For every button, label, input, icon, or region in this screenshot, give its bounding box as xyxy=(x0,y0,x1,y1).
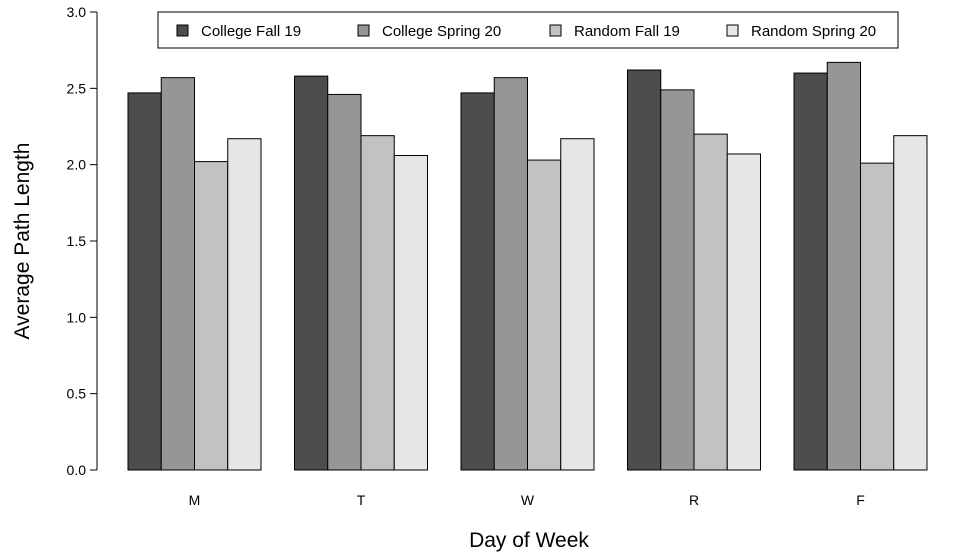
bar xyxy=(294,75,329,471)
x-tick-label: T xyxy=(357,492,366,508)
legend-swatch xyxy=(726,24,739,37)
y-tick-label: 2.5 xyxy=(67,80,87,96)
legend-label: College Fall 19 xyxy=(201,23,301,40)
bar xyxy=(227,138,262,471)
x-tick-label: M xyxy=(189,492,201,508)
y-tick-label: 0.0 xyxy=(67,462,87,478)
y-tick-label: 1.5 xyxy=(67,233,87,249)
bar xyxy=(660,89,695,471)
y-tick-label: 2.0 xyxy=(67,157,87,173)
bar xyxy=(327,93,362,471)
bars-group xyxy=(127,61,928,471)
bar xyxy=(527,159,562,471)
y-axis: 0.0 0.5 1.0 1.5 2.0 2.5 3.0 xyxy=(67,4,98,478)
legend-swatch xyxy=(357,24,370,37)
legend-swatch xyxy=(549,24,562,37)
bar xyxy=(826,61,861,471)
x-tick-label: R xyxy=(689,492,699,508)
legend: College Fall 19 College Spring 20 Random F… xyxy=(157,11,899,49)
x-tick-label: W xyxy=(521,492,535,508)
x-tick-label: F xyxy=(856,492,865,508)
bar xyxy=(194,161,229,471)
y-axis-title: Average Path Length xyxy=(11,143,34,340)
bar xyxy=(793,72,828,471)
bar xyxy=(693,133,728,471)
legend-box xyxy=(157,11,899,49)
bar xyxy=(460,92,495,471)
bar xyxy=(160,77,195,471)
bar xyxy=(493,77,528,471)
bar xyxy=(393,155,428,471)
bar xyxy=(860,162,895,471)
y-tick-label: 3.0 xyxy=(67,4,87,20)
bar xyxy=(726,153,761,471)
bar xyxy=(360,135,395,471)
x-axis-title: Day of Week xyxy=(469,529,589,552)
legend-label: Random Fall 19 xyxy=(574,23,680,40)
legend-label: College Spring 20 xyxy=(382,23,501,40)
bar xyxy=(627,69,662,471)
y-tick-label: 0.5 xyxy=(67,386,87,402)
y-tick-label: 1.0 xyxy=(67,309,87,325)
legend-label: Random Spring 20 xyxy=(751,23,876,40)
bar xyxy=(893,135,928,471)
bar xyxy=(127,92,162,471)
bar xyxy=(560,138,595,471)
legend-swatch xyxy=(176,24,189,37)
